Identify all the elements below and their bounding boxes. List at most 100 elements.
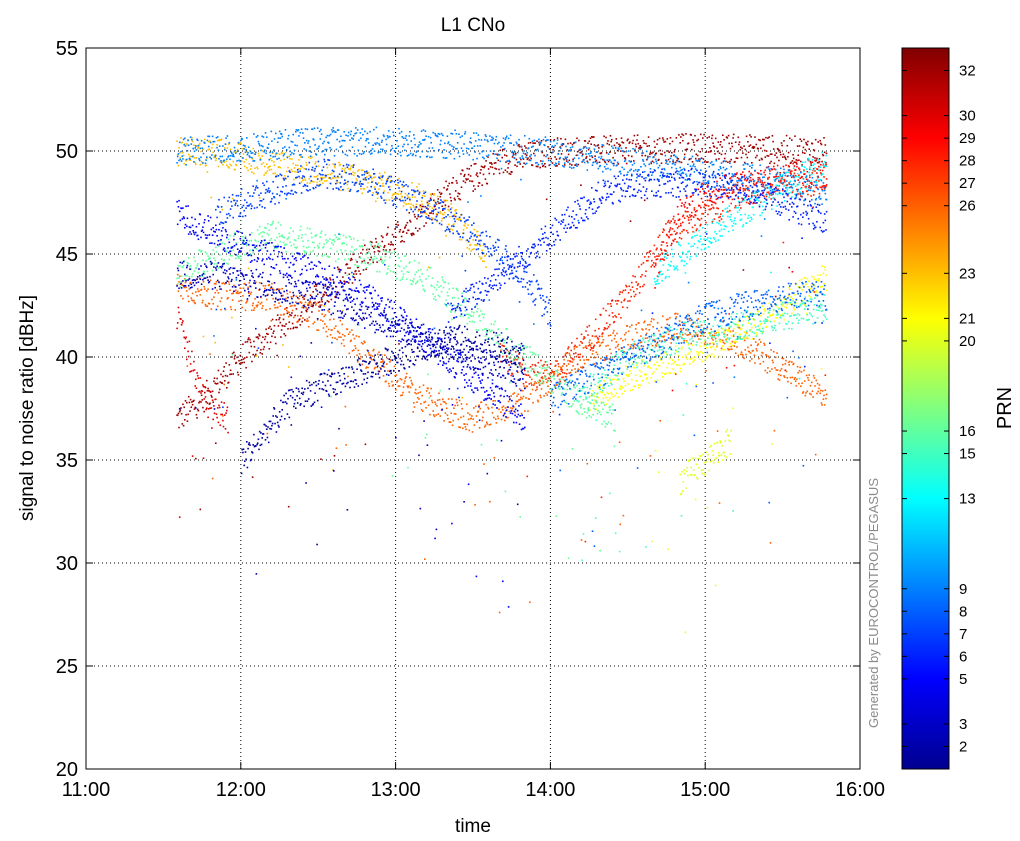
data-point — [747, 186, 749, 189]
data-point — [666, 234, 669, 237]
data-point — [696, 478, 699, 480]
data-point — [739, 336, 741, 339]
data-point — [309, 182, 311, 184]
data-point — [793, 308, 796, 311]
data-point — [378, 260, 380, 262]
data-point — [323, 294, 325, 296]
data-point — [247, 169, 249, 172]
data-point — [524, 363, 527, 365]
data-point — [816, 168, 818, 170]
data-point — [727, 161, 729, 163]
data-point — [698, 205, 700, 207]
data-point — [422, 384, 425, 386]
data-point — [224, 283, 226, 285]
data-point — [773, 320, 776, 322]
data-point — [814, 157, 816, 159]
data-point — [347, 253, 349, 256]
data-point — [610, 422, 612, 425]
data-point — [383, 246, 385, 248]
data-point — [522, 358, 524, 360]
data-point — [585, 358, 588, 361]
data-point — [586, 411, 589, 414]
data-point — [696, 333, 699, 336]
data-point — [699, 151, 701, 153]
data-point — [722, 210, 724, 212]
data-point — [687, 334, 690, 336]
data-point — [495, 341, 498, 344]
data-point — [196, 145, 198, 148]
data-point — [487, 168, 490, 170]
data-point — [376, 197, 379, 199]
data-point — [394, 264, 396, 267]
data-point — [645, 142, 647, 145]
data-point — [793, 314, 796, 316]
data-point — [713, 238, 716, 240]
data-point — [623, 390, 626, 392]
data-point — [335, 176, 337, 179]
data-point — [677, 158, 680, 160]
data-point — [805, 141, 807, 144]
data-point — [673, 336, 676, 339]
data-point — [603, 380, 605, 382]
data-point — [452, 419, 454, 422]
data-point — [657, 364, 660, 367]
data-point — [731, 321, 734, 324]
data-point — [552, 391, 554, 394]
data-point — [519, 362, 521, 364]
data-point — [683, 204, 685, 206]
data-point — [633, 340, 636, 343]
data-point — [590, 143, 592, 145]
data-point — [780, 303, 783, 306]
data-point — [770, 160, 772, 163]
data-point — [270, 320, 273, 322]
data-point — [797, 322, 799, 324]
data-point — [227, 281, 230, 283]
data-point — [697, 318, 700, 320]
data-point — [622, 339, 624, 342]
data-point — [812, 323, 814, 325]
data-point — [792, 303, 794, 306]
data-point — [595, 408, 598, 411]
data-point — [543, 366, 545, 369]
data-point — [420, 211, 422, 214]
data-point — [251, 232, 253, 234]
data-point — [377, 250, 380, 252]
data-point — [223, 402, 225, 404]
data-point — [258, 333, 260, 336]
data-point — [457, 297, 460, 300]
data-point — [712, 462, 715, 464]
data-point — [583, 146, 585, 148]
data-point — [669, 229, 671, 231]
data-point — [814, 285, 816, 287]
data-point — [206, 290, 208, 292]
data-point — [503, 413, 505, 415]
data-point — [367, 251, 370, 254]
data-point — [592, 414, 594, 416]
data-point — [590, 382, 592, 384]
data-point — [409, 221, 412, 223]
data-point — [674, 233, 677, 235]
data-point — [187, 153, 190, 156]
data-point — [712, 339, 714, 341]
data-point — [658, 158, 660, 161]
data-point — [429, 413, 431, 416]
data-point — [454, 199, 456, 201]
data-point — [756, 349, 758, 352]
series-prn-21 — [589, 265, 828, 550]
data-point — [622, 349, 624, 352]
data-point — [730, 345, 732, 348]
data-point — [687, 474, 689, 477]
data-point — [347, 282, 350, 284]
data-point — [605, 355, 608, 357]
data-point — [284, 334, 287, 337]
data-point — [760, 330, 763, 332]
data-point — [200, 249, 203, 252]
data-point — [664, 340, 667, 342]
data-point — [469, 321, 471, 323]
data-point — [687, 242, 690, 245]
data-point — [636, 284, 639, 286]
data-point — [195, 267, 198, 269]
data-point — [788, 165, 790, 168]
data-point — [793, 161, 796, 163]
data-point — [520, 365, 522, 368]
